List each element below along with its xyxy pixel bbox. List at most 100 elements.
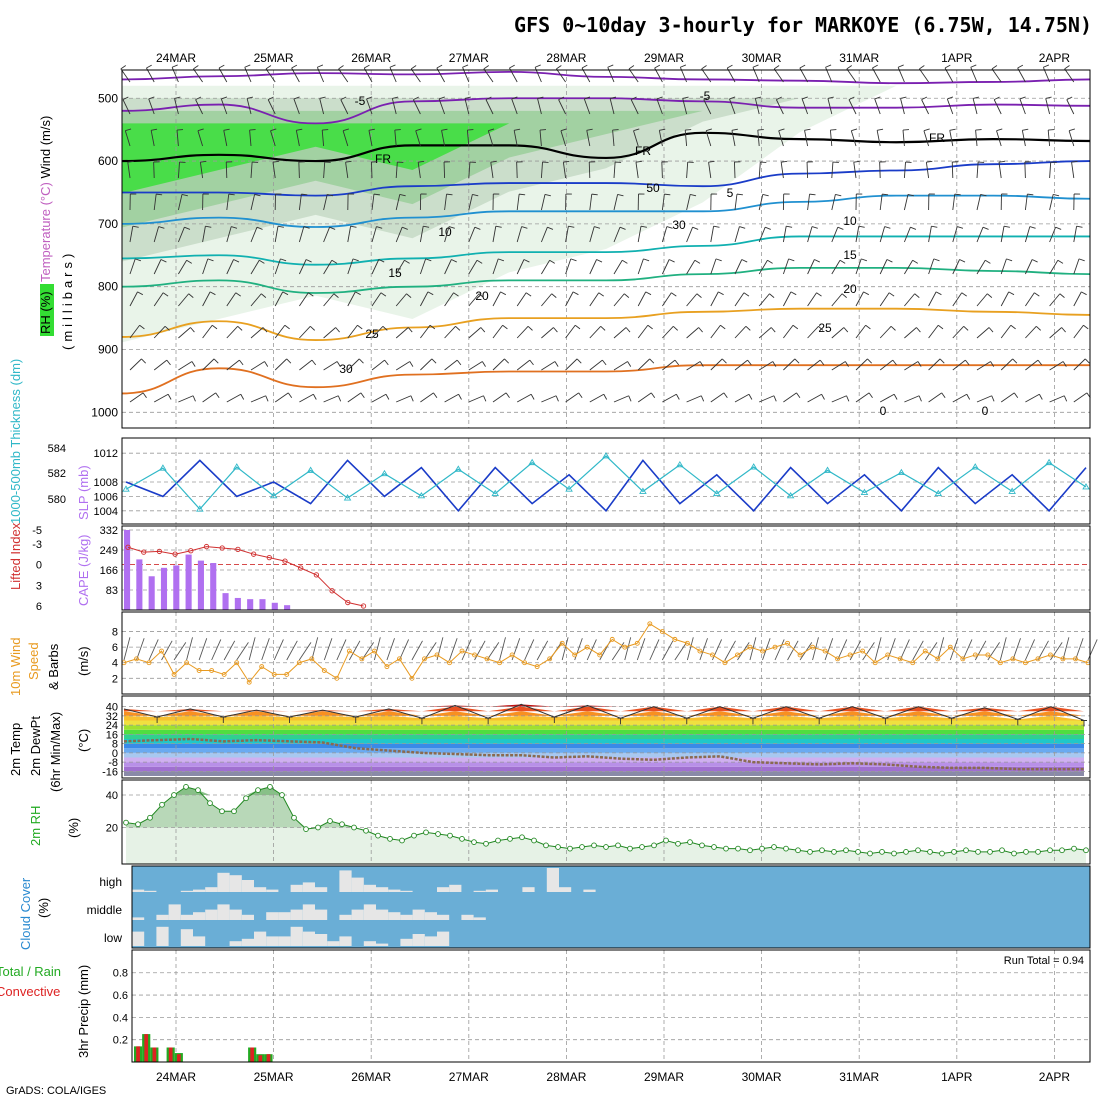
upper-air-ylabel: RH (%) Temperature (°C) Wind (m/s) (mill… [38,116,75,350]
upper-barb-flag [555,395,559,402]
upper-barb-flag [843,327,849,333]
temp-color-bands [124,704,1084,776]
rh2m-point-44 [651,842,657,849]
upper-barb-flag [120,65,126,70]
upper-barb [338,68,349,83]
upper-barb [420,358,433,371]
wind-point-5 [184,660,190,666]
upper-barb-flag [308,292,314,297]
upper-barb [274,226,279,243]
upper-barb [226,359,240,371]
upper-barb [492,258,499,275]
upper-barb [396,395,412,403]
wind-barb [173,642,187,661]
upper-barb-flag [821,394,825,400]
upper-barb [1073,226,1078,243]
upper-barb-flag [819,359,825,366]
upper-barb-flag [301,193,308,196]
upper-barb-flag [458,394,462,400]
thickness-line [125,455,1087,511]
wind-point-50 [747,644,753,650]
upper-barb-flag [407,327,413,333]
cloud-axis: high middle low [87,875,123,945]
upper-barb [178,361,193,371]
upper-barb [202,324,213,339]
cloud-low-10 [254,931,267,946]
upper-barb-flag [500,291,507,296]
temp-dewpt-lines [123,703,1087,771]
upper-barb [831,327,845,339]
upper-barb [855,358,868,371]
wind-point-74 [1047,652,1053,658]
upper-barb-flag [382,325,388,331]
upper-barb [637,226,642,243]
upper-barb [991,68,1002,83]
cloud-high-13 [290,884,303,892]
wind-barb [424,642,437,661]
upper-barb [540,194,546,211]
li-point-13 [329,588,335,594]
bottom-date-2APR: 2APR [1039,1070,1071,1084]
upper-barb [270,130,276,147]
upper-barb [178,395,194,403]
bottom-date-27MAR: 27MAR [449,1070,489,1084]
temp-grid [122,696,1090,778]
upper-barb-flag [213,358,219,364]
upper-barb [250,361,265,371]
li-tick--3: -3 [32,539,42,551]
upper-barb-flag [1055,226,1062,230]
upper-barb [686,162,689,179]
slp-tick-1008: 1008 [94,477,118,489]
upper-barb-flag [846,65,852,70]
wind-point-7 [209,668,215,673]
upper-barb-flag [313,394,317,400]
cloud-high-4 [180,890,193,892]
upper-barb-flag [368,128,375,131]
upper-barb [1049,395,1065,403]
upper-barb [1049,260,1059,275]
cloud-middle-3 [168,904,181,920]
cloud-high-21 [388,889,401,892]
upper-barb [129,291,138,307]
upper-barb [539,130,542,147]
wind-barb [1087,639,1098,661]
upper-barb [371,359,385,371]
upper-barb-flag [249,129,256,131]
upper-barb-flag [827,96,834,99]
upper-barb-flag [181,193,188,197]
upper-barb-flag [993,96,1000,101]
upper-barb [347,324,358,339]
wind-point-33 [534,664,540,670]
upper-barb [540,162,543,179]
wind-barb [236,642,249,661]
upper-barb-flag [544,193,551,197]
upper-barb-flag [578,392,583,398]
upper-barb-flag [877,128,884,131]
upper-barb-flag [554,361,559,367]
upper-barb [876,130,881,147]
upper-barb [347,258,354,275]
upper-barb-flag [1084,358,1090,364]
upper-barb [609,98,615,115]
upper-barb [1064,68,1075,83]
precip-conv-1 [144,1034,149,1062]
upper-barb [444,325,456,339]
upper-barb-flag [1053,193,1060,197]
upper-barb-flag [772,361,777,367]
upper-barb [734,359,748,371]
upper-barb [1049,226,1057,243]
bottom-date-1APR: 1APR [941,1070,973,1084]
upper-barb [807,226,813,243]
pressure-tick-900: 900 [98,342,118,356]
temp-minmax-1 [154,716,161,724]
bottom-date-31MAR: 31MAR [839,1070,879,1084]
upper-barb-flag [991,65,998,70]
upper-barb [853,162,857,179]
upper-barb [1024,226,1031,243]
upper-barb-flag [431,358,437,364]
upper-barb [1047,130,1051,147]
upper-barb [412,99,421,115]
temp-minmax-11 [485,717,492,725]
pressure-tick-800: 800 [98,280,118,294]
isotherm-label-1: -5 [700,89,711,103]
